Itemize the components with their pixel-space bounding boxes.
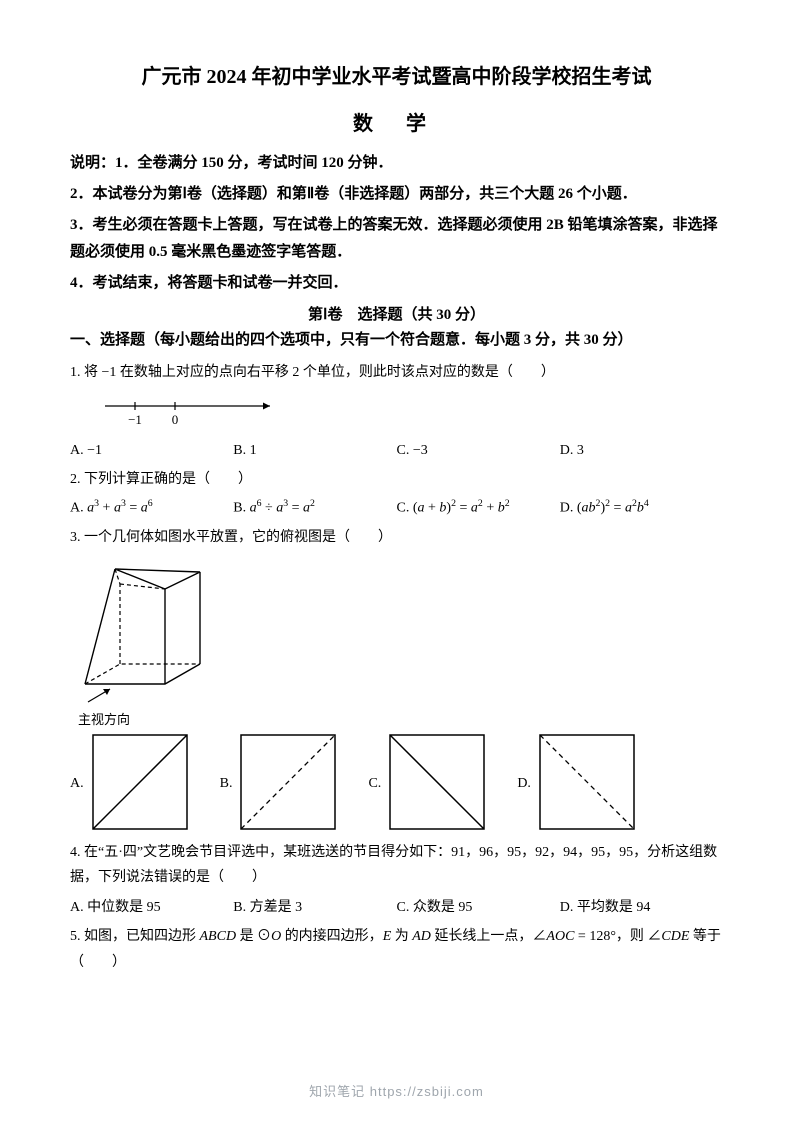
q3-opt-a: A.: [70, 732, 190, 832]
instruction-3: 3．考生必须在答题卡上答题，写在试卷上的答案无效．选择题必须使用 2B 铅笔填涂…: [70, 212, 723, 266]
q1-stem-c: 点向右平移 2 个单位，则此时该点对应的数是（ ）: [219, 365, 555, 380]
page-title: 广元市 2024 年初中学业水平考试暨高中阶段学校招生考试: [70, 60, 723, 89]
q1-numberline: −1 0: [100, 396, 723, 437]
q2-opt-b: B. a6 ÷ a3 = a2: [233, 498, 396, 517]
instruction-1: 说明：1．全卷满分 150 分，考试时间 120 分钟．: [70, 150, 723, 177]
q3-opt-d: D.: [517, 732, 637, 832]
q1-stem-b: 的: [204, 364, 219, 380]
q4-opt-c: C. 众数是 95: [397, 896, 560, 916]
view-direction-label: 主视方向: [78, 709, 723, 728]
q3-opt-b-svg: [238, 732, 338, 832]
numberline-svg: −1 0: [100, 396, 280, 432]
q3-options: A. B. C. D.: [70, 732, 723, 832]
subject-title: 数 学: [70, 107, 723, 136]
q4-opt-a: A. 中位数是 95: [70, 896, 233, 916]
q1-opt-c: C. −3: [397, 443, 560, 459]
q4-opt-b: B. 方差是 3: [233, 896, 396, 916]
q3-opt-a-svg: [90, 732, 190, 832]
q4-stem: 4. 在“五·四”文艺晚会节目评选中，某班选送的节目得分如下：91，96，95，…: [70, 840, 723, 890]
q1-options: A. −1 B. 1 C. −3 D. 3: [70, 443, 723, 459]
q5-stem: 5. 如图，已知四边形 ABCD 是 ⊙O 的内接四边形，E 为 AD 延长线上…: [70, 924, 723, 974]
q2-opt-d: D. (ab2)2 = a2b4: [560, 498, 723, 517]
tick-minus1: −1: [128, 412, 142, 427]
q2-opt-a: A. a3 + a3 = a6: [70, 498, 233, 517]
tick-zero: 0: [172, 412, 179, 427]
instruction-2: 2．本试卷分为第Ⅰ卷（选择题）和第Ⅱ卷（非选择题）两部分，共三个大题 26 个小…: [70, 181, 723, 208]
q3-opt-d-svg: [537, 732, 637, 832]
page-footer: 知识笔记 https://zsbiji.com: [0, 1081, 793, 1100]
q1-stem-a: 1. 将 −1 在数轴上对应: [70, 365, 204, 380]
q1-opt-b: B. 1: [233, 443, 396, 459]
q2-options: A. a3 + a3 = a6 B. a6 ÷ a3 = a2 C. (a + …: [70, 498, 723, 517]
q3-opt-b: B.: [220, 732, 339, 832]
q4-opt-d: D. 平均数是 94: [560, 896, 723, 916]
q3-opt-c-svg: [387, 732, 487, 832]
q4-options: A. 中位数是 95 B. 方差是 3 C. 众数是 95 D. 平均数是 94: [70, 896, 723, 916]
q3-solid: 主视方向: [70, 554, 723, 728]
q2-opt-c: C. (a + b)2 = a2 + b2: [397, 498, 560, 517]
part-1-heading: 第Ⅰ卷 选择题（共 30 分）: [70, 303, 723, 324]
q3-opt-c: C.: [368, 732, 487, 832]
q2-stem: 2. 下列计算正确的是（ ）: [70, 467, 723, 492]
q1-stem: 1. 将 −1 在数轴上对应的点向右平移 2 个单位，则此时该点对应的数是（ ）: [70, 359, 723, 386]
solid-svg: [70, 554, 210, 704]
q3-stem: 3. 一个几何体如图水平放置，它的俯视图是（ ）: [70, 525, 723, 550]
instruction-4: 4．考试结束，将答题卡和试卷一并交回．: [70, 270, 723, 297]
exam-page: 广元市 2024 年初中学业水平考试暨高中阶段学校招生考试 数 学 说明：1．全…: [0, 0, 793, 1122]
q1-opt-a: A. −1: [70, 443, 233, 459]
q1-opt-d: D. 3: [560, 443, 723, 459]
section-1-heading: 一、选择题（每小题给出的四个选项中，只有一个符合题意．每小题 3 分，共 30 …: [70, 328, 723, 349]
